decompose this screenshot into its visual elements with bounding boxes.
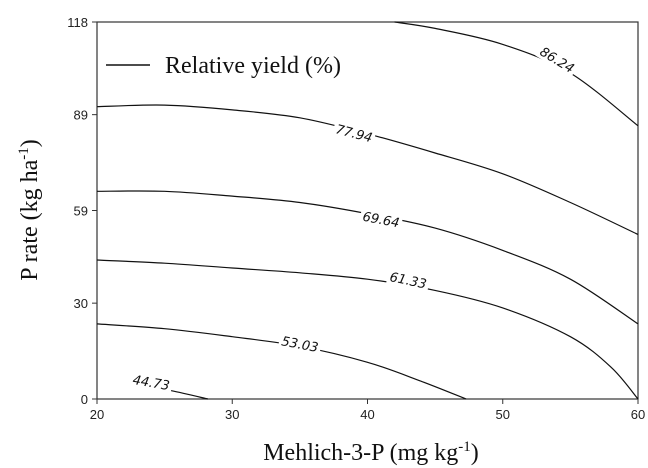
x-tick-label: 50 bbox=[496, 407, 510, 422]
x-tick-label: 30 bbox=[225, 407, 239, 422]
x-axis: 20 30 40 50 60 bbox=[90, 399, 645, 422]
contour-label: 69.64 bbox=[361, 210, 400, 232]
contour-label-mask bbox=[331, 119, 377, 146]
y-tick-label: 0 bbox=[81, 392, 88, 407]
contour-label-mask bbox=[129, 370, 174, 394]
x-tick-label: 60 bbox=[631, 407, 645, 422]
x-axis-title: Mehlich-3-P (mg kg-1) bbox=[263, 439, 479, 466]
y-tick-label: 118 bbox=[67, 15, 88, 30]
contour-label-mask bbox=[386, 267, 431, 293]
x-tick-label: 40 bbox=[360, 407, 374, 422]
contour-label-mask bbox=[277, 331, 323, 356]
contour-label-mask bbox=[359, 207, 404, 231]
y-tick-label: 30 bbox=[74, 296, 88, 311]
contour-label: 53.03 bbox=[280, 334, 319, 356]
y-axis-title: P rate (kg ha-1) bbox=[16, 139, 43, 281]
contour-label: 44.73 bbox=[131, 373, 170, 394]
y-axis: 0 30 59 89 118 bbox=[67, 15, 97, 407]
contour-label-mask bbox=[535, 41, 580, 78]
legend: Relative yield (%) bbox=[106, 53, 341, 79]
legend-label: Relative yield (%) bbox=[165, 53, 341, 79]
contour-line-86-24 bbox=[394, 21, 639, 127]
y-tick-label: 89 bbox=[74, 108, 88, 123]
y-tick-label: 59 bbox=[74, 204, 88, 219]
x-tick-label: 20 bbox=[90, 407, 104, 422]
